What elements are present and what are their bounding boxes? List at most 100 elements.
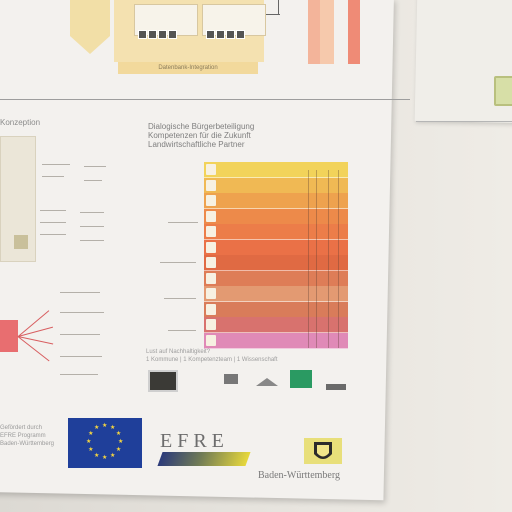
side-label-line	[168, 330, 196, 331]
row-person-icon	[206, 195, 216, 206]
table-row	[204, 317, 348, 333]
text-line	[60, 374, 98, 375]
arrow-shape	[70, 0, 110, 54]
funding-text: Gefördert durch EFRE Programm Baden-Würt…	[0, 424, 54, 448]
row-person-icon	[206, 303, 216, 315]
eu-star-icon: ★	[94, 452, 100, 459]
table-row	[204, 162, 348, 178]
eu-star-icon: ★	[102, 423, 108, 429]
diagram-group	[114, 0, 266, 62]
top-caption: Datenbank-Integration	[158, 65, 218, 71]
table-row	[204, 208, 348, 225]
square-icon	[168, 30, 177, 39]
row-person-icon	[206, 272, 216, 284]
section-title: Dialogische Bürgerbeteiligung Kompetenze…	[148, 122, 254, 149]
eu-star-icon: ★	[88, 431, 94, 437]
table-column-line	[338, 170, 339, 348]
eu-star-icon: ★	[110, 452, 116, 459]
funding-line: Gefördert durch	[0, 425, 43, 431]
title-line: Dialogische Bürgerbeteiligung	[148, 122, 255, 131]
bottom-caption: Lust auf Nachhaltigkeit? 1 Kommune | 1 K…	[146, 348, 278, 364]
eu-star-icon: ★	[94, 425, 100, 432]
table-column-line	[308, 170, 309, 348]
row-person-icon	[206, 179, 216, 191]
text-line	[60, 312, 104, 313]
left-thumbnail	[14, 235, 28, 249]
side-label-line	[164, 298, 196, 299]
text-line	[42, 176, 64, 177]
text-line	[60, 334, 100, 335]
text-line	[40, 234, 66, 235]
caption-line: Lust auf Nachhaltigkeit?	[146, 349, 211, 355]
eu-star-icon: ★	[110, 425, 116, 432]
eu-star-icon: ★	[86, 439, 92, 445]
table-column-line	[328, 170, 329, 348]
text-line	[60, 292, 100, 293]
square-icon	[158, 30, 167, 39]
table-row	[204, 255, 348, 271]
funding-line: Baden-Württemberg	[0, 441, 55, 447]
eu-star-icon: ★	[118, 439, 124, 445]
color-table	[204, 162, 348, 350]
red-block	[0, 320, 18, 352]
square-icon	[216, 30, 225, 39]
bw-crest-logo	[304, 438, 342, 464]
eu-star-icon: ★	[102, 455, 108, 461]
text-line	[80, 212, 104, 213]
row-person-icon	[206, 257, 216, 268]
funding-line: EFRE Programm	[0, 433, 46, 439]
row-person-icon	[206, 241, 216, 253]
square-icon	[148, 30, 157, 39]
row-person-icon	[206, 164, 216, 175]
square-icon	[226, 30, 235, 39]
bw-logo-text: Baden-Württemberg	[258, 470, 341, 481]
table-row	[204, 270, 348, 287]
poster-divider	[0, 99, 410, 100]
side-label-line	[160, 262, 196, 263]
table-row	[204, 177, 348, 194]
wall-device-display	[494, 76, 512, 106]
table-row	[204, 286, 348, 302]
eu-flag-logo: ★ ★ ★ ★ ★ ★ ★ ★ ★ ★ ★ ★	[68, 418, 142, 468]
text-line	[42, 164, 70, 165]
text-line	[60, 356, 102, 357]
table-row	[204, 193, 348, 209]
row-person-icon	[206, 210, 216, 222]
efre-logo-band	[157, 452, 251, 466]
table-row	[204, 301, 348, 318]
caption-band: Datenbank-Integration	[118, 62, 258, 74]
color-bar	[308, 0, 320, 64]
eu-star-icon: ★	[115, 431, 122, 437]
square-icon	[236, 30, 245, 39]
text-line	[40, 222, 66, 223]
title-line: Landwirtschaftliche Partner	[148, 140, 245, 149]
text-line	[80, 226, 104, 227]
title-line: Kompetenzen für die Zukunft	[148, 131, 251, 140]
eu-star-icon: ★	[88, 447, 94, 453]
color-bar	[320, 0, 334, 64]
logo-icon	[326, 384, 346, 390]
second-poster-rule	[416, 121, 512, 122]
row-person-icon	[206, 288, 216, 299]
table-column-line	[316, 170, 317, 348]
square-icon	[206, 30, 215, 39]
top-diagram: Datenbank-Integration	[70, 0, 370, 79]
efre-logo-text: EFRE	[160, 430, 229, 452]
connector-line	[278, 0, 279, 14]
row-person-icon	[206, 319, 216, 330]
side-label-line	[168, 222, 198, 223]
table-row	[204, 239, 348, 256]
mountain-icon	[256, 378, 278, 386]
logo-icon	[224, 374, 238, 384]
text-line	[84, 180, 102, 181]
square-icon	[138, 30, 147, 39]
text-line	[40, 210, 66, 211]
left-heading: Konzeption	[0, 118, 41, 127]
text-line	[84, 166, 106, 167]
color-bar	[348, 0, 360, 64]
connector-line	[266, 14, 280, 15]
text-line	[80, 240, 104, 241]
table-row	[204, 224, 348, 240]
tv-icon	[148, 370, 178, 392]
row-person-icon	[206, 226, 216, 237]
